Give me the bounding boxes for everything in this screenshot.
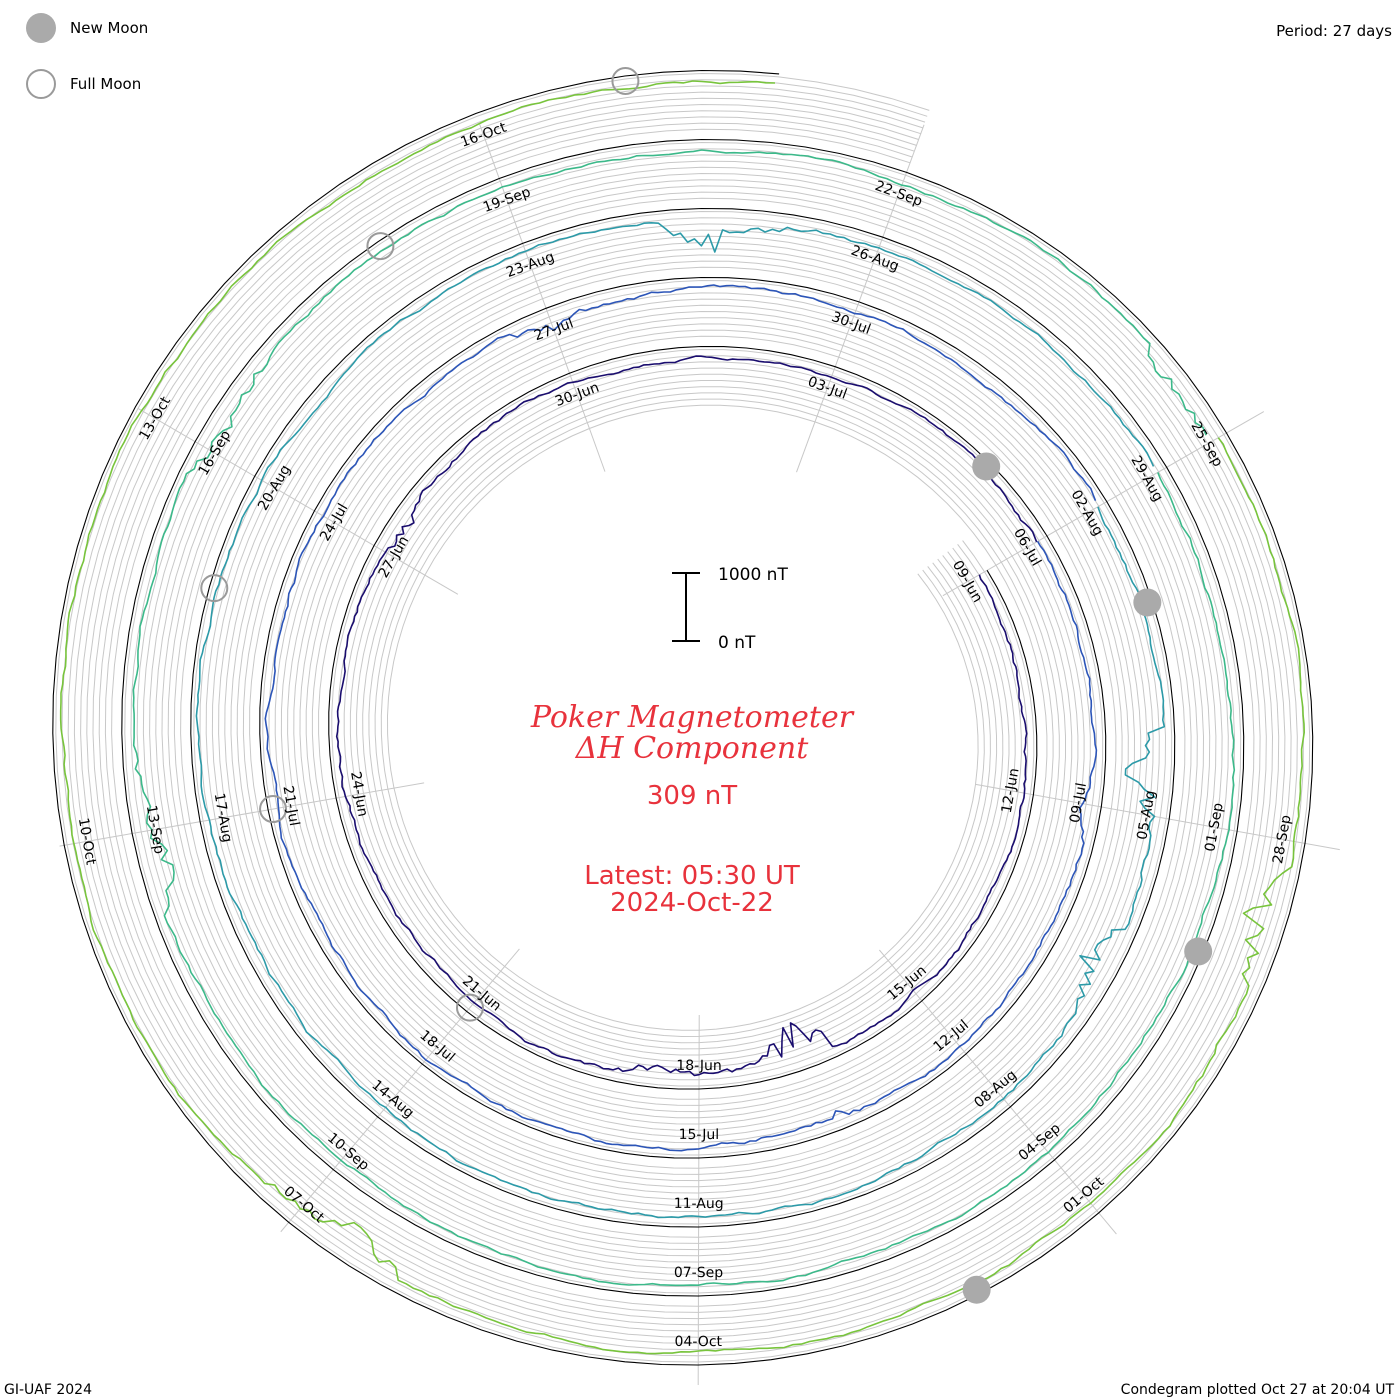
- grid-spoke: [280, 948, 520, 1233]
- date-label: 16-Sep: [196, 428, 235, 479]
- date-label: 19-Sep: [481, 184, 533, 216]
- full-moon-marker: [200, 574, 229, 603]
- trace-series-2: [264, 284, 1098, 1152]
- date-label: 30-Jul: [829, 309, 873, 338]
- scale-bar-bottom-label: 0 nT: [718, 633, 756, 653]
- scale-bar-top-label: 1000 nT: [718, 565, 788, 585]
- trace-series-1: [335, 355, 1038, 1077]
- grid-ring: [80, 97, 1286, 1338]
- date-label: 16-Oct: [459, 119, 510, 150]
- legend-new-moon: New Moon: [26, 13, 148, 43]
- date-label: 21-Jul: [279, 785, 302, 828]
- full-moon-marker: [611, 67, 640, 96]
- current-value: 309 nT: [647, 781, 737, 811]
- date-label: 11-Aug: [674, 1196, 724, 1212]
- date-label: 23-Aug: [504, 249, 556, 281]
- grid-ring: [98, 116, 1267, 1320]
- full-moon-marker: [259, 795, 288, 824]
- new-moon-icon: [26, 13, 56, 43]
- chart-subtitle: ΔH Component: [575, 731, 809, 766]
- grid-ring: [92, 110, 1274, 1326]
- new-moon-marker: [972, 452, 1001, 481]
- grid-spoke: [137, 407, 459, 595]
- grid-spoke: [697, 1014, 700, 1385]
- grid-spoke: [878, 949, 1117, 1235]
- grid-ring: [111, 128, 1255, 1307]
- moon-marker-layer: [200, 67, 1213, 1304]
- legend-new-moon-label: New Moon: [70, 19, 149, 37]
- grid-spoke: [478, 123, 606, 472]
- baseline-spiral: [52, 69, 1314, 1366]
- grid-spoke: [975, 783, 1340, 851]
- date-label: 27-Jul: [532, 315, 576, 344]
- full-moon-marker: [455, 993, 484, 1022]
- grid-ring: [86, 103, 1280, 1332]
- legend-full-moon-label: Full Moon: [70, 75, 142, 93]
- trace-series-3: [195, 222, 1166, 1219]
- full-moon-icon: [26, 69, 56, 99]
- footer-credit: GI-UAF 2024: [4, 1382, 92, 1398]
- grid-spoke: [942, 411, 1265, 597]
- date-label: 09-Jul: [1067, 781, 1090, 824]
- date-label: 06-Jul: [1010, 526, 1044, 569]
- period-label: Period: 27 days: [1276, 22, 1392, 40]
- date-label: 04-Oct: [675, 1334, 723, 1350]
- spoke-layer: [59, 123, 1340, 1385]
- grid-ring: [104, 122, 1261, 1313]
- grid-ring: [73, 91, 1292, 1344]
- date-label: 20-Aug: [255, 462, 294, 513]
- new-moon-marker: [1184, 937, 1213, 966]
- date-label: 24-Jun: [347, 770, 371, 818]
- date-label: 15-Jul: [679, 1127, 720, 1143]
- trace-series-4: [132, 149, 1236, 1287]
- trace-series-5: [59, 80, 1305, 1355]
- latest-date: 2024-Oct-22: [610, 888, 774, 918]
- new-moon-marker: [962, 1275, 991, 1304]
- baseline-layer: [52, 69, 1314, 1366]
- date-label: 18-Jun: [676, 1058, 722, 1074]
- grid-ring: [55, 72, 1311, 1363]
- grid-ring: [67, 85, 1298, 1351]
- grid-spoke: [796, 124, 925, 473]
- trace-layer: [59, 80, 1305, 1355]
- legend-full-moon: Full Moon: [26, 69, 141, 99]
- grid-spoke: [59, 782, 425, 847]
- date-label: 03-Jul: [806, 374, 850, 403]
- new-moon-marker: [1133, 588, 1162, 617]
- full-moon-marker: [366, 232, 395, 261]
- date-label: 07-Sep: [674, 1265, 723, 1281]
- date-label: 30-Jun: [553, 380, 601, 410]
- scale-bar: 1000 nT 0 nT: [672, 565, 788, 653]
- date-label: 12-Jun: [999, 767, 1023, 815]
- latest-time: Latest: 05:30 UT: [584, 861, 800, 891]
- footer-plotted: Condegram plotted Oct 27 at 20:04 UT: [1120, 1382, 1394, 1398]
- chart-title: Poker Magnetometer: [530, 700, 855, 735]
